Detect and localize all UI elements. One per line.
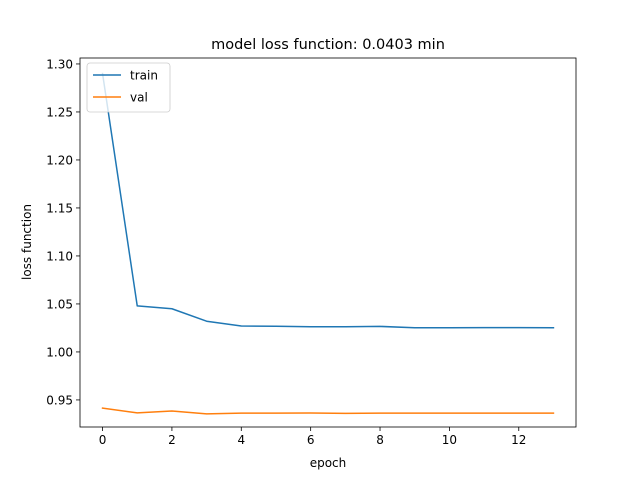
x-tick-label: 6: [307, 433, 315, 447]
x-tick-label: 12: [511, 433, 526, 447]
legend-label-train: train: [130, 69, 158, 83]
x-tick-label: 0: [99, 433, 107, 447]
legend-label-val: val: [130, 91, 148, 105]
legend: train val: [86, 62, 171, 113]
series-line-train: [101, 72, 555, 329]
y-tick-label: 1.25: [46, 105, 73, 119]
x-axis-label: epoch: [310, 456, 347, 470]
chart-title: model loss function: 0.0403 min: [211, 37, 445, 53]
axes-frame: [79, 57, 577, 428]
y-tick-label: 0.95: [46, 393, 73, 407]
y-tick-label: 1.30: [46, 57, 73, 71]
y-tick-label: 1.15: [46, 201, 73, 215]
y-tick-label: 1.00: [46, 345, 73, 359]
y-axis-label: loss function: [20, 204, 34, 280]
x-tick-label: 8: [376, 433, 384, 447]
y-tick-label: 1.10: [46, 249, 73, 263]
series-line-val: [101, 407, 555, 415]
x-tick-label: 10: [442, 433, 457, 447]
x-tick-label: 4: [237, 433, 245, 447]
y-tick-label: 1.05: [46, 297, 73, 311]
y-tick-label: 1.20: [46, 153, 73, 167]
plot-area: 0 2 4 6 8 10 12 0.95 1.00 1.05 1.10 1.15 1.20 1.25 1.3…: [46, 57, 577, 447]
x-tick-label: 2: [168, 433, 176, 447]
